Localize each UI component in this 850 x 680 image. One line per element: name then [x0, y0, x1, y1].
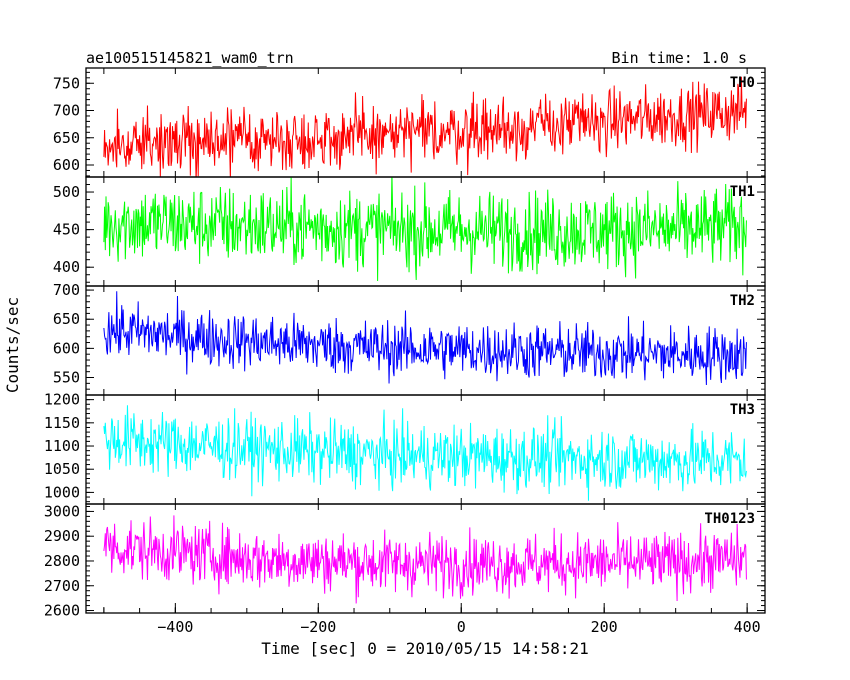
- y-tick-label: 700: [53, 281, 80, 299]
- series-line-th3: [103, 405, 747, 501]
- y-tick-label: 1100: [44, 437, 80, 455]
- series-line-th1: [103, 177, 747, 281]
- x-tick-label: −400: [157, 618, 193, 636]
- y-axis-label: Counts/sec: [3, 297, 22, 393]
- y-tick-label: 1000: [44, 483, 80, 501]
- x-tick-label: 200: [591, 618, 618, 636]
- x-axis: −400 −200 0 200 400: [103, 603, 761, 636]
- y-tick-label: 650: [53, 310, 80, 328]
- y-tick-label: 2700: [44, 577, 80, 595]
- y-tick-label: 2600: [44, 602, 80, 620]
- panel-label-th1: TH1: [730, 184, 755, 200]
- y-tick-label: 400: [53, 258, 80, 276]
- panel-label-th0123: TH0123: [704, 511, 755, 527]
- chart-title: ae100515145821_wam0_trn: [86, 49, 294, 67]
- y-tick-label: 1150: [44, 414, 80, 432]
- y-tick-label: 2900: [44, 527, 80, 545]
- y-tick-label: 500: [53, 183, 80, 201]
- bin-time-label: Bin time: 1.0 s: [612, 49, 747, 67]
- series-line-th0: [103, 76, 747, 177]
- panel-th2: 550 600 650 700 TH2: [53, 281, 766, 396]
- y-tick-label: 700: [53, 102, 80, 120]
- panel-th0: 600 650 700 750 TH0: [53, 67, 766, 178]
- panel-th1: 400 450 500 TH1: [53, 176, 766, 287]
- y-tick-label: 3000: [44, 502, 80, 520]
- y-tick-label: 1050: [44, 460, 80, 478]
- x-tick-label: 0: [457, 618, 466, 636]
- y-tick-label: 2800: [44, 552, 80, 570]
- panel-th3: 1000 1050 1100 1150 1200 TH3: [44, 391, 766, 505]
- x-axis-label: Time [sec] 0 = 2010/05/15 14:58:21: [261, 639, 589, 658]
- y-tick-label: 650: [53, 129, 80, 147]
- panel-label-th0: TH0: [730, 75, 755, 91]
- panels: 600 650 700 750 TH0 400 450 500 TH1 550 600 650 700 T…: [44, 67, 766, 620]
- panel-label-th2: TH2: [730, 293, 755, 309]
- series-line-th2: [103, 291, 747, 386]
- y-tick-label: 550: [53, 369, 80, 387]
- y-tick-label: 450: [53, 221, 80, 239]
- x-tick-label: 400: [734, 618, 761, 636]
- panel-th0123: 2600 2700 2800 2900 3000 TH0123: [44, 502, 766, 620]
- y-tick-label: 600: [53, 339, 80, 357]
- series-line-th0123: [103, 515, 747, 604]
- x-tick-label: −200: [300, 618, 336, 636]
- y-tick-label: 1200: [44, 391, 80, 409]
- panel-label-th3: TH3: [730, 402, 755, 418]
- y-tick-label: 600: [53, 156, 80, 174]
- y-tick-label: 750: [53, 74, 80, 92]
